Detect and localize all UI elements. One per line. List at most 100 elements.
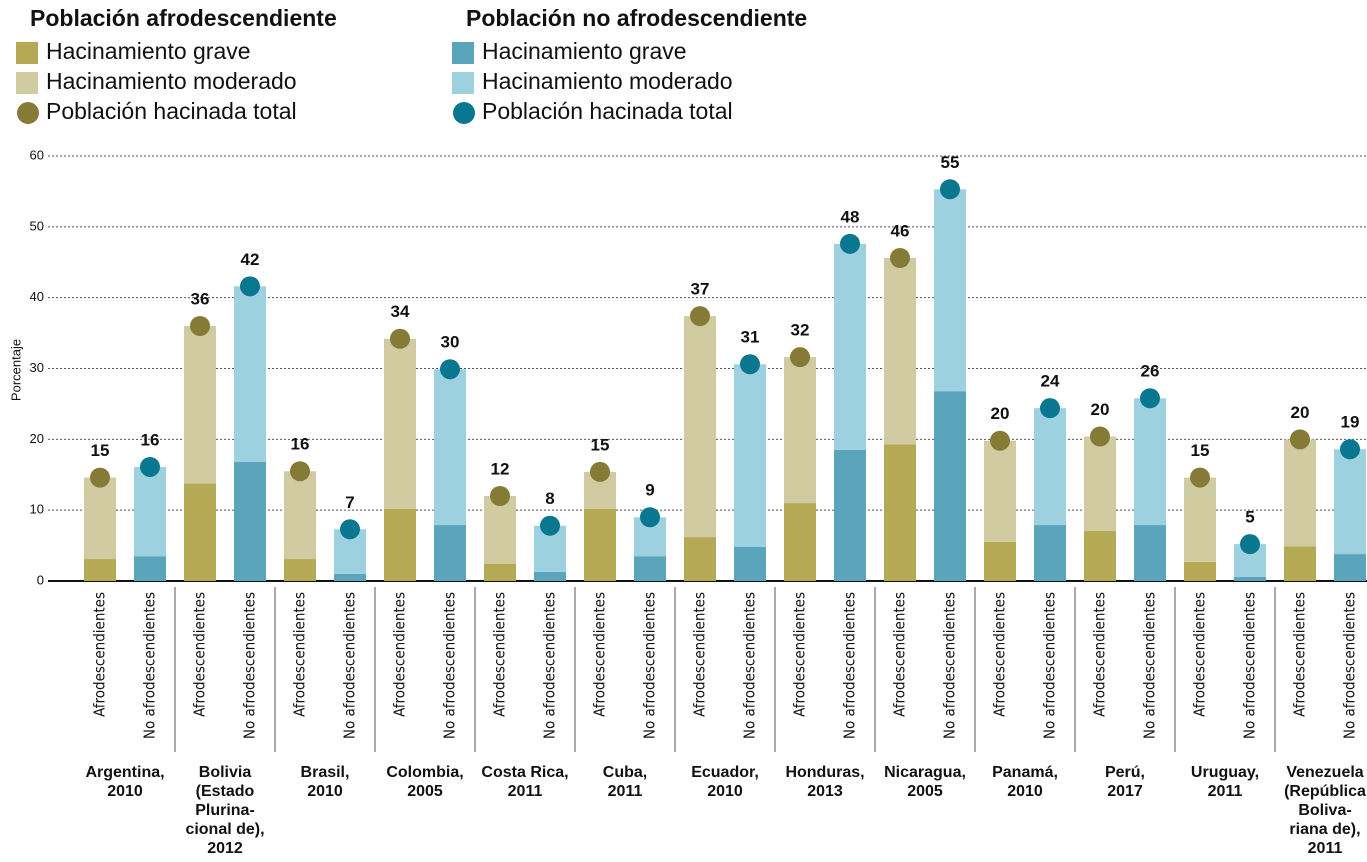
bar-label: Afrodescendientes bbox=[391, 592, 409, 717]
category-label-line: Argentina, bbox=[85, 764, 164, 781]
y-tick-label: 0 bbox=[37, 572, 44, 587]
category-label: Venezuela (República Boliva-riana de), 2011 bbox=[1284, 764, 1366, 857]
y-tick-label: 60 bbox=[30, 147, 44, 162]
value-label: 7 bbox=[345, 493, 354, 512]
y-tick-label: 50 bbox=[30, 218, 44, 233]
value-label: 16 bbox=[141, 430, 160, 449]
category-label-line: riana de), bbox=[1289, 821, 1360, 838]
legend-label: Población hacinada total bbox=[482, 98, 733, 124]
bar-label: No afrodescendientes bbox=[541, 592, 559, 739]
legend-label: Hacinamiento moderado bbox=[46, 68, 297, 94]
bar-label: Afrodescendientes bbox=[91, 592, 109, 717]
legend-title: Población no afrodescendiente bbox=[466, 5, 807, 31]
value-label: 19 bbox=[1341, 413, 1360, 432]
category-label-line: Cuba, bbox=[603, 764, 647, 781]
total-dot bbox=[1240, 534, 1260, 555]
category-label-line: 2011 bbox=[608, 783, 643, 800]
value-label: 20 bbox=[1091, 400, 1110, 419]
value-label: 31 bbox=[741, 328, 760, 347]
category-label: Bolivia (Estado Plurina-cional de), 2012 bbox=[185, 764, 264, 857]
value-label: 8 bbox=[545, 489, 554, 508]
legend-title: Población afrodescendiente bbox=[30, 5, 337, 31]
value-label: 42 bbox=[241, 250, 260, 269]
category-label-line: 2005 bbox=[907, 783, 943, 800]
bar-label: No afrodescendientes bbox=[641, 592, 659, 739]
value-label: 16 bbox=[291, 435, 310, 454]
category-label-line: cional de), bbox=[185, 821, 264, 838]
bar-label: Afrodescendientes bbox=[591, 592, 609, 717]
value-label: 12 bbox=[491, 459, 510, 478]
bar-segment bbox=[284, 559, 316, 581]
bar-segment bbox=[1284, 546, 1316, 581]
bar-label: No afrodescendientes bbox=[141, 592, 159, 739]
bar-segment bbox=[884, 258, 916, 445]
bar-label: No afrodescendientes bbox=[1341, 592, 1359, 739]
bar-label: No afrodescendientes bbox=[841, 592, 859, 739]
bar-segment bbox=[484, 564, 516, 581]
value-label: 46 bbox=[891, 221, 910, 240]
bar-segment bbox=[1334, 554, 1366, 581]
bar-label: Afrodescendientes bbox=[891, 592, 909, 717]
y-tick-label: 20 bbox=[30, 431, 44, 446]
bar-label: Afrodescendientes bbox=[691, 592, 709, 717]
value-label: 5 bbox=[1245, 508, 1254, 527]
bar-segment bbox=[734, 547, 766, 581]
category-label: Ecuador, 2010 bbox=[691, 764, 759, 800]
category-label-line: 2010 bbox=[707, 783, 743, 800]
total-dot bbox=[1040, 398, 1060, 419]
bar-segment bbox=[1334, 449, 1366, 555]
legend-swatch bbox=[16, 42, 38, 64]
bar-segment bbox=[534, 571, 566, 581]
total-dot bbox=[340, 519, 360, 540]
bar-segment bbox=[334, 573, 366, 581]
bar-segment bbox=[1134, 398, 1166, 526]
bar-label: Afrodescendientes bbox=[491, 592, 509, 717]
bar-segment bbox=[1234, 576, 1266, 581]
value-label: 20 bbox=[1291, 403, 1310, 422]
bar-label: No afrodescendientes bbox=[1141, 592, 1159, 739]
category-label-line: Bolivia bbox=[199, 764, 252, 781]
total-dot bbox=[640, 507, 660, 528]
bar-segment bbox=[1284, 439, 1316, 547]
category-label: Honduras, 2013 bbox=[785, 764, 864, 800]
total-dot bbox=[890, 248, 910, 268]
total-dot bbox=[1140, 388, 1160, 409]
total-dot bbox=[290, 461, 310, 482]
total-dot bbox=[940, 179, 960, 200]
total-dot bbox=[840, 233, 860, 254]
bar-segment bbox=[1134, 525, 1166, 581]
bar-segment bbox=[1034, 525, 1066, 581]
bar-segment bbox=[434, 369, 466, 526]
bar-label: Afrodescendientes bbox=[291, 592, 309, 717]
category-label-line: 2010 bbox=[107, 783, 143, 800]
total-dot bbox=[590, 461, 610, 482]
value-label: 30 bbox=[441, 333, 460, 352]
total-dot bbox=[440, 359, 460, 380]
bar-segment bbox=[384, 338, 416, 509]
value-label: 20 bbox=[991, 404, 1010, 423]
legend-label: Hacinamiento moderado bbox=[482, 68, 733, 94]
bar-segment bbox=[284, 471, 316, 560]
category-label-line: Boliva- bbox=[1298, 802, 1351, 819]
value-label: 15 bbox=[91, 441, 110, 460]
bar-segment bbox=[84, 559, 116, 581]
bar-segment bbox=[84, 477, 116, 560]
bar-label: No afrodescendientes bbox=[441, 592, 459, 739]
category-label-line: Honduras, bbox=[785, 764, 864, 781]
bar-segment bbox=[784, 503, 816, 581]
total-dot bbox=[190, 316, 210, 336]
legend-swatch bbox=[17, 102, 39, 124]
category-label-line: 2013 bbox=[807, 783, 843, 800]
category-label: Nicaragua, 2005 bbox=[884, 764, 966, 800]
value-label: 37 bbox=[691, 280, 710, 299]
category-label-line: 2005 bbox=[407, 783, 443, 800]
category-label: Argentina, 2010 bbox=[85, 764, 164, 800]
bar-label: Afrodescendientes bbox=[191, 592, 209, 717]
value-label: 15 bbox=[591, 435, 610, 454]
total-dot bbox=[740, 354, 760, 375]
category-label-line: 2012 bbox=[207, 840, 243, 857]
bar-segment bbox=[734, 364, 766, 547]
total-dot bbox=[490, 486, 510, 506]
category-label: Costa Rica, 2011 bbox=[481, 764, 568, 800]
